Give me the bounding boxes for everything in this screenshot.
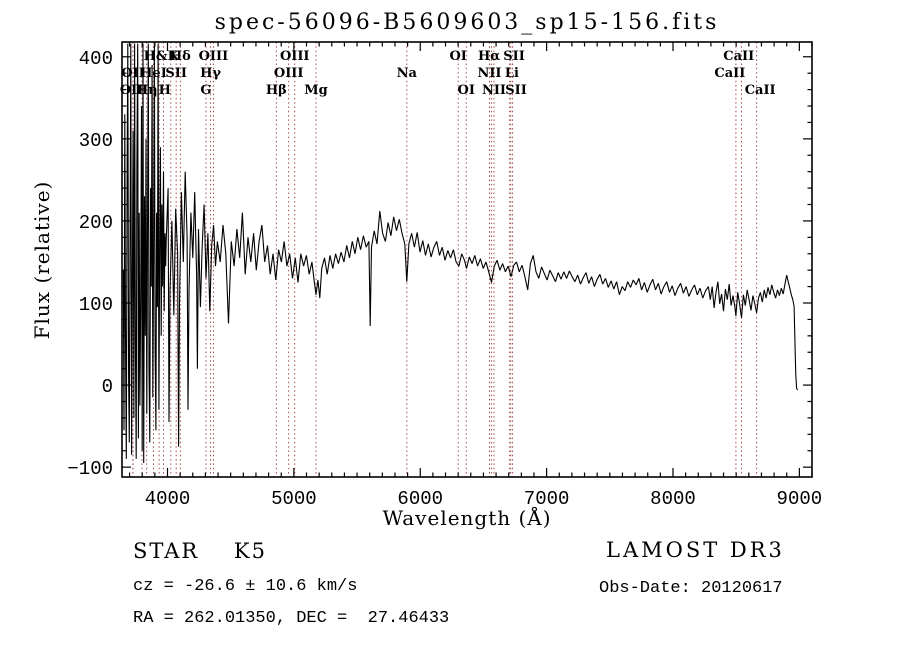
line-marker-label: Hη [136, 83, 158, 98]
line-marker-label: OIII [199, 49, 229, 64]
line-marker-label: Li [505, 66, 519, 81]
x-tick-label: 8000 [650, 488, 696, 510]
line-marker-label: G [200, 83, 211, 98]
line-marker-label: OII [121, 66, 145, 81]
plot-frame [121, 41, 813, 478]
line-markers [132, 42, 758, 477]
line-marker-label: SII [503, 49, 525, 64]
y-tick-label: 100 [79, 294, 113, 316]
line-marker-label: SII [505, 83, 527, 98]
survey-release-text: LAMOST DR3 [606, 538, 785, 562]
line-marker-label: CaII [723, 49, 754, 64]
cz-velocity-text: cz = -26.6 ± 10.6 km/s [133, 577, 358, 596]
x-tick-label: 5000 [271, 488, 317, 510]
x-tick-label: 9000 [777, 488, 823, 510]
x-tick-labels: 4000 5000 6000 7000 8000 9000 [145, 488, 822, 510]
line-marker-label: NII [482, 83, 506, 98]
line-marker-label: CaII [745, 83, 776, 98]
line-marker-label: OIII [274, 66, 304, 81]
line-marker-label: NII [477, 66, 501, 81]
y-tick-label: 200 [79, 212, 113, 234]
line-marker-label: Na [397, 66, 418, 81]
line-marker-label: H&K [144, 49, 180, 64]
line-marker-label: SII [165, 66, 187, 81]
obs-date-text: Obs-Date: 20120617 [599, 579, 783, 598]
plot-title: spec-56096-B5609603_sp15-156.fits [214, 10, 720, 35]
line-marker-label: HeI [140, 66, 167, 81]
line-marker-label: OI [449, 49, 466, 64]
line-marker-label: OIII [280, 49, 310, 64]
line-marker-label: Hα [478, 49, 500, 64]
line-marker-label: Hδ [170, 49, 191, 64]
line-marker-label: Hγ [200, 66, 221, 81]
y-tick-label: 400 [79, 48, 113, 70]
ra-dec-text: RA = 262.01350, DEC = 27.46433 [133, 609, 450, 628]
line-marker-label: Mg [304, 83, 327, 98]
x-tick-label: 6000 [397, 488, 443, 510]
x-tick-label: 7000 [524, 488, 570, 510]
line-marker-label: OI [458, 83, 475, 98]
line-marker-label: Hβ [266, 83, 287, 98]
y-tick-label: 300 [79, 130, 113, 152]
spectrum-line [122, 43, 799, 464]
line-marker-label: OII [120, 83, 144, 98]
x-axis-label: Wavelength (Å) [382, 506, 552, 530]
line-marker-label: CaII [714, 66, 745, 81]
y-tick-label: −100 [67, 458, 113, 480]
line-marker-label: H [159, 83, 171, 98]
object-class-text: STAR K5 [133, 539, 267, 563]
y-tick-labels: −100 0 100 200 300 400 [67, 48, 113, 480]
axis-ticks [122, 42, 813, 477]
line-marker-labels: OIIOIIHηHeIH&KHSIIHδGHγOIIIHβOIIIOIIIMgN… [120, 49, 776, 98]
x-tick-label: 4000 [145, 488, 191, 510]
y-tick-label: 0 [102, 376, 113, 398]
